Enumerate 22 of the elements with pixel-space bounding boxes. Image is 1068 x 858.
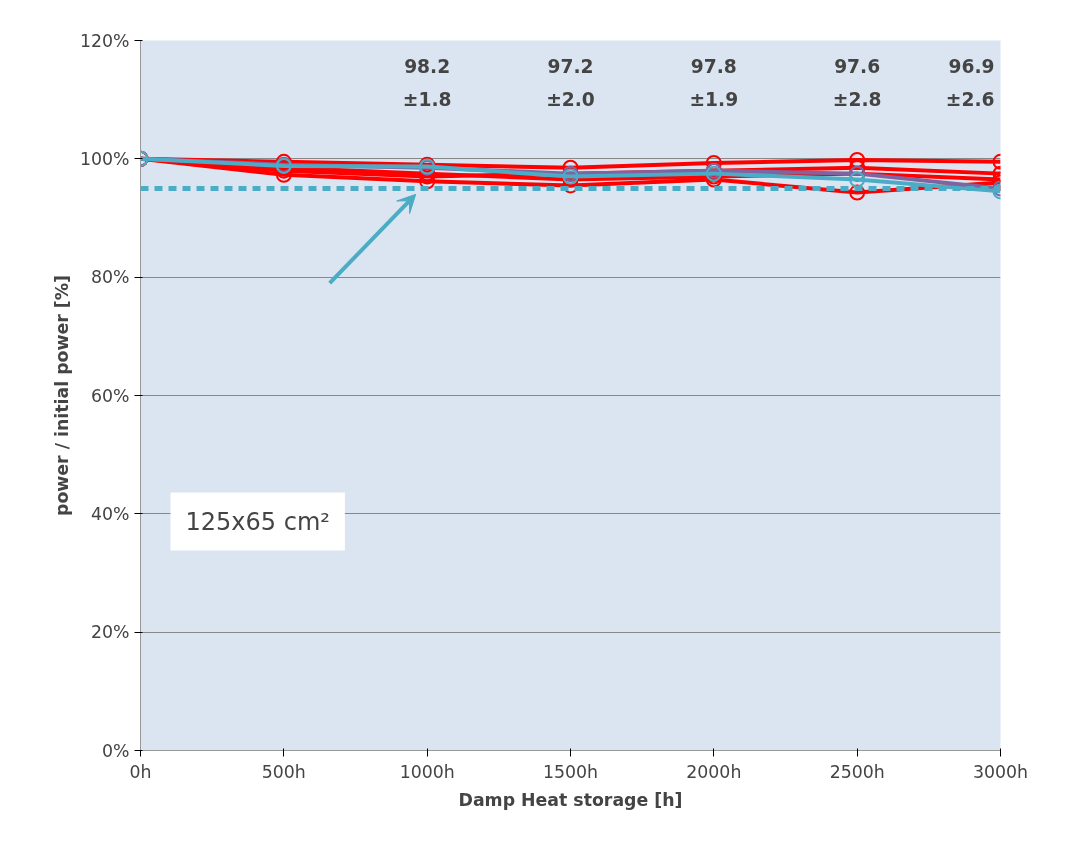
x-tick-label: 2500h bbox=[829, 761, 885, 782]
x-tick-label: 2000h bbox=[686, 761, 742, 782]
y-tick-label: 120% bbox=[79, 30, 130, 51]
annotation: 125x65 cm² bbox=[185, 507, 330, 536]
annotation: 97.8 ±1.9 bbox=[689, 55, 739, 111]
annotation: 97.2 ±2.0 bbox=[546, 55, 595, 111]
y-tick-label: 40% bbox=[90, 503, 130, 524]
y-axis-title: power / initial power [%] bbox=[51, 275, 72, 516]
x-tick-label: 3000h bbox=[972, 761, 1029, 782]
annotation: 98.2 ±1.8 bbox=[402, 55, 452, 111]
annotation: 96.9 ±2.6 bbox=[945, 55, 995, 111]
x-tick-label: 0h bbox=[129, 761, 152, 782]
x-tick-label: 500h bbox=[261, 761, 306, 782]
x-tick-label: 1500h bbox=[542, 761, 599, 782]
y-tick-label: 100% bbox=[79, 148, 130, 169]
x-tick-label: 1000h bbox=[399, 761, 455, 782]
y-tick-label: 20% bbox=[90, 622, 130, 643]
y-tick-label: 0% bbox=[102, 740, 130, 761]
annotation: 97.6 ±2.8 bbox=[832, 55, 882, 111]
x-axis-title: Damp Heat storage [h] bbox=[458, 789, 683, 810]
y-tick-label: 80% bbox=[90, 267, 130, 288]
y-tick-label: 60% bbox=[90, 385, 130, 406]
